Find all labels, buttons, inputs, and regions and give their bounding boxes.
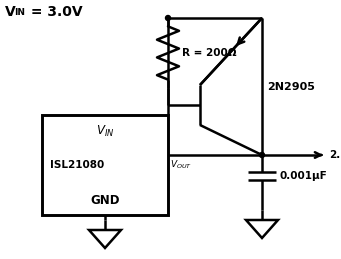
Text: IN: IN [14,8,25,17]
Text: 0.001μF: 0.001μF [280,171,328,181]
Text: 2N2905: 2N2905 [267,82,315,92]
Text: $V_{IN}$: $V_{IN}$ [96,124,114,139]
Text: ISL21080: ISL21080 [50,160,104,170]
Text: = 3.0V: = 3.0V [26,5,83,19]
Bar [42,115,168,215]
Text: 2.5V/50mA: 2.5V/50mA [329,150,341,160]
Text: R = 200Ω: R = 200Ω [182,48,237,58]
Text: $V_{OUT}$: $V_{OUT}$ [170,159,192,171]
Text: GND: GND [90,195,120,207]
Circle shape [260,153,265,157]
Text: V: V [5,5,16,19]
Circle shape [165,16,170,20]
